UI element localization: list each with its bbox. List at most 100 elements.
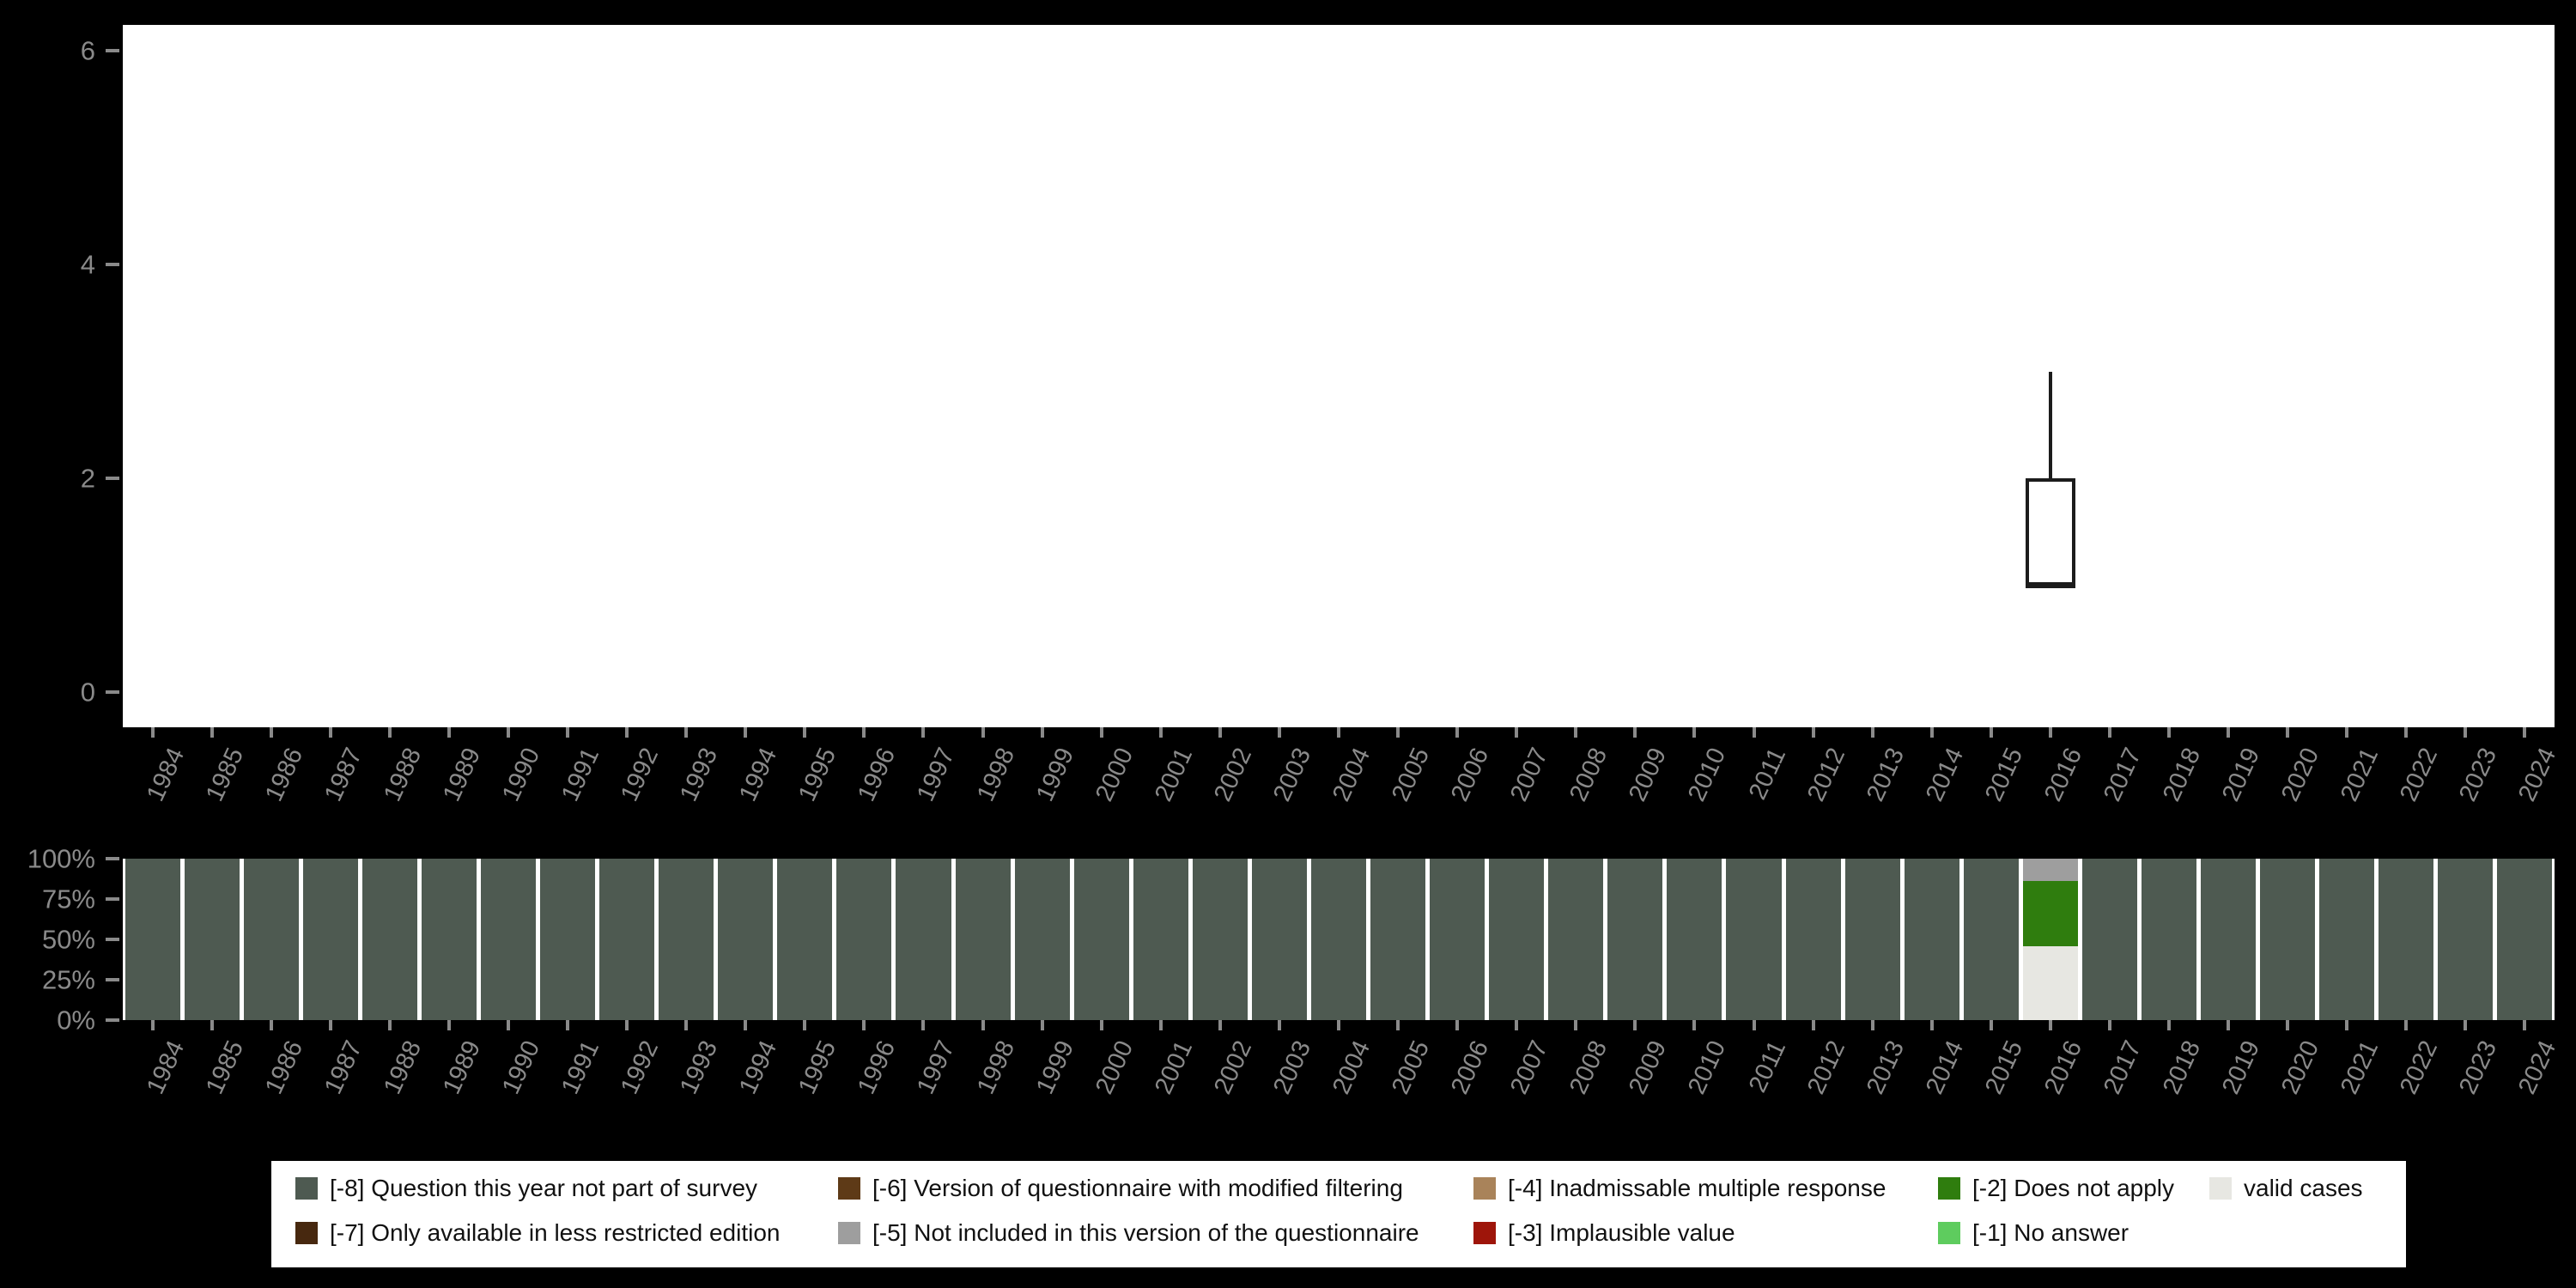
x-axis-tick-mark bbox=[2227, 1020, 2231, 1030]
x-axis-tick-mark bbox=[744, 727, 748, 738]
x-axis-tick-mark bbox=[1218, 727, 1222, 738]
bar-segment-2016--5 bbox=[2022, 859, 2078, 882]
boxplot-panel bbox=[123, 25, 2555, 727]
legend-item--2: [-2] Does not apply bbox=[1938, 1175, 2174, 1202]
percent-axis-tick-label: 75% bbox=[41, 884, 95, 914]
legend-item--7: [-7] Only available in less restricted e… bbox=[295, 1219, 780, 1247]
x-axis-tick-mark bbox=[1989, 727, 1993, 738]
bar-segment-2014--8 bbox=[1904, 859, 1959, 1020]
bar-segment-2000--8 bbox=[1073, 859, 1129, 1020]
bar-segment-1987--8 bbox=[302, 859, 358, 1020]
x-axis-tick-mark bbox=[921, 1020, 926, 1030]
bar-segment-1997--8 bbox=[896, 859, 951, 1020]
bar-segment-1990--8 bbox=[480, 859, 536, 1020]
x-axis-tick-mark bbox=[2048, 727, 2052, 738]
x-axis-tick-mark bbox=[1811, 727, 1815, 738]
percent-axis-tick-label: 50% bbox=[41, 924, 95, 955]
legend-swatch--7 bbox=[295, 1222, 318, 1244]
bar-segment-2015--8 bbox=[1963, 859, 2019, 1020]
bar-segment-2002--8 bbox=[1192, 859, 1248, 1020]
legend-label--4: [-4] Inadmissable multiple response bbox=[1508, 1175, 1886, 1201]
x-axis-tick-mark bbox=[1277, 1020, 1281, 1030]
x-axis-tick-mark bbox=[1040, 727, 1044, 738]
bar-segment-2004--8 bbox=[1310, 859, 1367, 1020]
bar-segment-2010--8 bbox=[1667, 859, 1722, 1020]
bar-segment-2007--8 bbox=[1489, 859, 1545, 1020]
x-axis-tick-mark bbox=[1515, 1020, 1519, 1030]
bar-segment-1988--8 bbox=[361, 859, 417, 1020]
y-axis-tick-mark bbox=[106, 263, 119, 266]
bar-segment-2001--8 bbox=[1133, 859, 1188, 1020]
bar-segment-2005--8 bbox=[1370, 859, 1426, 1020]
x-axis-tick-mark bbox=[1158, 727, 1163, 738]
x-axis-tick-mark bbox=[2227, 727, 2231, 738]
bar-segment-1995--8 bbox=[777, 859, 833, 1020]
x-axis-tick-mark bbox=[981, 1020, 985, 1030]
x-axis-tick-mark bbox=[2167, 727, 2172, 738]
legend-label--8: [-8] Question this year not part of surv… bbox=[330, 1175, 758, 1201]
x-axis-tick-mark bbox=[2464, 727, 2468, 738]
legend-label--2: [-2] Does not apply bbox=[1972, 1175, 2175, 1201]
bar-segment-2019--8 bbox=[2201, 859, 2257, 1020]
x-axis-tick-mark bbox=[2345, 1020, 2349, 1030]
percent-axis-tick-label: 100% bbox=[27, 843, 95, 874]
legend-swatch--1 bbox=[1938, 1222, 1960, 1244]
bar-segment-2003--8 bbox=[1251, 859, 1307, 1020]
bar-segment-2016-valid bbox=[2022, 945, 2078, 1020]
bar-segment-1989--8 bbox=[421, 859, 477, 1020]
x-axis-tick-mark bbox=[2464, 1020, 2468, 1030]
y-axis-tick-mark bbox=[106, 49, 119, 52]
bar-segment-2011--8 bbox=[1726, 859, 1782, 1020]
bar-segment-2009--8 bbox=[1607, 859, 1663, 1020]
x-axis-tick-mark bbox=[2523, 727, 2527, 738]
x-axis-tick-mark bbox=[1574, 727, 1578, 738]
bar-segment-2024--8 bbox=[2497, 859, 2553, 1020]
bar-segment-1999--8 bbox=[1014, 859, 1070, 1020]
bar-segment-1984--8 bbox=[125, 859, 180, 1020]
x-axis-tick-mark bbox=[328, 727, 332, 738]
bar-segment-2012--8 bbox=[1785, 859, 1841, 1020]
x-axis-tick-mark bbox=[1515, 727, 1519, 738]
legend-item--5: [-5] Not included in this version of the… bbox=[838, 1219, 1419, 1247]
legend-swatch--3 bbox=[1473, 1222, 1496, 1244]
legend-item--6: [-6] Version of questionnaire with modif… bbox=[838, 1175, 1403, 1202]
bar-segment-1985--8 bbox=[184, 859, 240, 1020]
x-axis-tick-mark bbox=[1989, 1020, 1993, 1030]
x-axis-tick-mark bbox=[1811, 1020, 1815, 1030]
legend-swatch--5 bbox=[838, 1222, 860, 1244]
y-axis-tick-mark bbox=[106, 477, 119, 480]
bar-segment-1993--8 bbox=[659, 859, 714, 1020]
bar-segment-2021--8 bbox=[2319, 859, 2375, 1020]
y-axis-tick-label: 4 bbox=[80, 249, 95, 280]
legend-swatch-valid bbox=[2209, 1177, 2232, 1200]
bar-segment-2013--8 bbox=[1844, 859, 1900, 1020]
legend-label--6: [-6] Version of questionnaire with modif… bbox=[872, 1175, 1403, 1201]
x-axis-tick-mark bbox=[210, 1020, 214, 1030]
x-axis-tick-mark bbox=[1929, 727, 1934, 738]
x-axis-tick-mark bbox=[150, 727, 155, 738]
bar-segment-2020--8 bbox=[2260, 859, 2316, 1020]
legend-item-valid: valid cases bbox=[2209, 1175, 2363, 1202]
x-axis-tick-mark bbox=[328, 1020, 332, 1030]
x-axis-tick-mark bbox=[1870, 1020, 1874, 1030]
bar-segment-2008--8 bbox=[1548, 859, 1604, 1020]
percent-axis-tick-label: 25% bbox=[41, 964, 95, 995]
legend-swatch--8 bbox=[295, 1177, 318, 1200]
x-axis-tick-mark bbox=[1692, 1020, 1697, 1030]
percent-axis-tick-mark bbox=[106, 938, 119, 941]
legend-item--3: [-3] Implausible value bbox=[1473, 1219, 1735, 1247]
x-axis-tick-mark bbox=[566, 727, 570, 738]
bar-segment-2022--8 bbox=[2379, 859, 2434, 1020]
x-axis-tick-mark bbox=[1455, 727, 1460, 738]
legend-label--1: [-1] No answer bbox=[1972, 1219, 2129, 1246]
x-axis-tick-mark bbox=[803, 727, 807, 738]
legend-label--7: [-7] Only available in less restricted e… bbox=[330, 1219, 781, 1246]
x-axis-tick-mark bbox=[625, 1020, 629, 1030]
x-axis-tick-mark bbox=[684, 727, 689, 738]
x-axis-tick-mark bbox=[921, 727, 926, 738]
x-axis-tick-mark bbox=[269, 727, 273, 738]
percent-axis-tick-mark bbox=[106, 978, 119, 981]
percent-axis-tick-label: 0% bbox=[57, 1005, 95, 1036]
x-axis-tick-mark bbox=[1396, 1020, 1400, 1030]
x-axis-tick-mark bbox=[2286, 1020, 2290, 1030]
